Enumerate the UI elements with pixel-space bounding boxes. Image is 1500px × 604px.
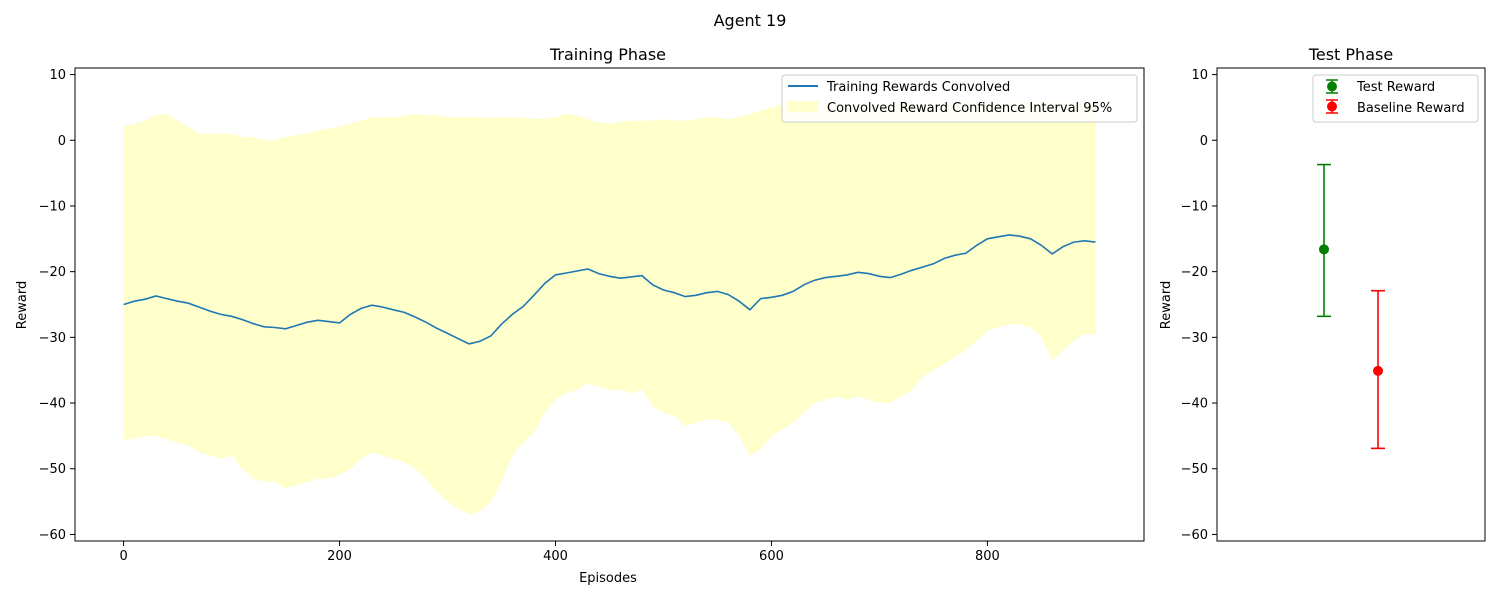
y-tick-label: −10 [39, 199, 66, 214]
errorbar-baseline-reward [1371, 289, 1385, 450]
test-plot-area [1216, 67, 1486, 542]
x-tick-label: 0 [119, 549, 127, 564]
y-tick-label: 0 [1200, 134, 1208, 149]
x-tick-label: 600 [759, 549, 784, 564]
training-rewards-polyline [123, 234, 1096, 345]
test-legend: Test Reward Baseline Reward [1312, 74, 1479, 123]
legend-test-marker [1326, 79, 1338, 94]
y-tick-label: −10 [1181, 199, 1208, 214]
training-plot-area [74, 67, 1145, 542]
training-chart-title: Training Phase [549, 45, 666, 64]
training-phase-chart: Training Phase 0 200 400 600 800 10 0 −10 −20 −3… [15, 45, 1145, 586]
x-tick-label: 400 [543, 549, 568, 564]
test-error-bars [1317, 163, 1385, 450]
y-tick-label: −30 [39, 331, 66, 346]
training-rewards-line [123, 234, 1096, 345]
legend-test-reward: Test Reward [1356, 80, 1435, 95]
x-tick-label: 200 [327, 549, 352, 564]
legend-baseline-marker [1326, 99, 1338, 114]
test-y-axis-label: Reward [1159, 281, 1174, 329]
confidence-band-area [123, 102, 1096, 515]
y-tick-label: 10 [49, 68, 66, 83]
errorbar-test-reward [1317, 163, 1331, 318]
y-tick-label: −60 [1181, 528, 1208, 543]
test-phase-chart: Test Phase 100−10−20−30−40−50−60 Reward … [1159, 45, 1486, 543]
confidence-interval-band [123, 102, 1096, 515]
training-x-axis-label: Episodes [579, 571, 637, 586]
y-tick-label: 0 [58, 134, 66, 149]
y-tick-label: −40 [39, 397, 66, 412]
x-tick-label: 800 [975, 549, 1000, 564]
y-tick-label: −60 [39, 528, 66, 543]
y-tick-label: −30 [1181, 331, 1208, 346]
training-y-axis: 10 0 −10 −20 −30 −40 −50 −60 [39, 68, 75, 543]
legend-confidence-interval: Convolved Reward Confidence Interval 95% [827, 101, 1112, 116]
errorbar-point [1373, 365, 1383, 376]
figure-title: Agent 19 [714, 11, 787, 30]
training-x-axis: 0 200 400 600 800 [119, 541, 1000, 564]
test-chart-title: Test Phase [1308, 45, 1393, 64]
training-y-axis-label: Reward [15, 281, 30, 329]
y-tick-label: −50 [39, 462, 66, 477]
y-tick-label: −20 [39, 265, 66, 280]
y-tick-label: −20 [1181, 265, 1208, 280]
y-tick-label: −50 [1181, 462, 1208, 477]
test-y-axis: 10 0 −10 −20 −30 −40 −50 −60 [1181, 68, 1217, 543]
y-tick-label: 10 [1191, 68, 1208, 83]
y-tick-label: −40 [1181, 397, 1208, 412]
errorbar-point [1319, 244, 1329, 255]
legend-band-swatch [788, 101, 818, 112]
training-legend: Training Rewards Convolved Convolved Rew… [781, 74, 1138, 123]
legend-training-rewards: Training Rewards Convolved [826, 80, 1010, 95]
legend-baseline-reward: Baseline Reward [1357, 101, 1465, 116]
